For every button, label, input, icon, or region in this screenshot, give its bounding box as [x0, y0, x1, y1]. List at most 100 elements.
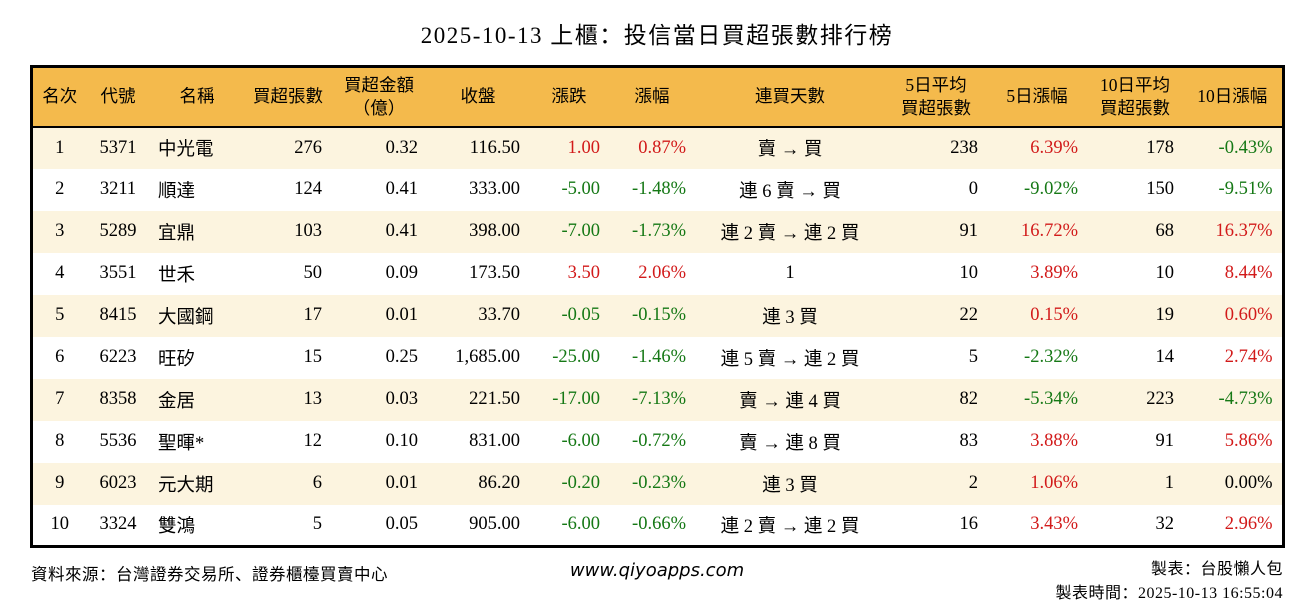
cell-pct5: 3.43% [1030, 514, 1078, 535]
website-url: www.qiyoapps.com [569, 560, 745, 581]
cell-rank: 5 [55, 305, 65, 325]
col-header-streak: 連買天數 [755, 86, 825, 107]
cell-change: -6.00 [561, 431, 600, 451]
col-header-rank: 名次 [42, 86, 78, 107]
cell-name: 旺矽 [158, 349, 196, 370]
cell-close: 86.20 [478, 473, 520, 493]
table-row: 4 3551 世禾 50 0.09 173.50 3.50 2.06% 1 10 3.89% 10 8.… [31, 253, 1283, 295]
cell-code: 5536 [99, 431, 137, 451]
cell-pct10: 16.37% [1215, 221, 1273, 241]
cell-net_buy: 5 [312, 514, 322, 535]
cell-close: 1,685.00 [455, 347, 520, 367]
cell-avg5: 16 [959, 514, 979, 535]
cell-pct5: 3.88% [1030, 431, 1078, 451]
cell-pct5: -9.02% [1024, 179, 1078, 199]
cell-net_buy: 17 [303, 305, 323, 325]
cell-change: -5.00 [561, 179, 600, 199]
table-row: 10 3324 雙鴻 5 0.05 905.00 -6.00 -0.66% 連 2 賣 → 連 … [31, 505, 1283, 547]
cell-change: -17.00 [552, 389, 600, 409]
cell-avg10: 150 [1146, 179, 1174, 199]
cell-net_buy: 276 [294, 137, 322, 158]
footer: 資料來源：台灣證券交易所、證券櫃檯買賣中心 www.qiyoapps.com 製… [31, 558, 1283, 606]
cell-pct5: 6.39% [1030, 137, 1078, 158]
cell-code: 8358 [99, 389, 137, 409]
cell-amount: 0.41 [385, 221, 418, 241]
cell-streak: 賣 → 連 4 買 [739, 391, 841, 412]
cell-net_buy: 103 [294, 221, 322, 241]
cell-name: 世禾 [158, 265, 196, 286]
cell-avg5: 238 [950, 137, 978, 158]
cell-pct10: 2.96% [1224, 514, 1273, 535]
cell-avg10: 14 [1155, 347, 1175, 367]
cell-avg5: 82 [959, 389, 979, 409]
cell-close: 333.00 [469, 179, 520, 199]
cell-change: -0.20 [561, 473, 600, 493]
cell-avg10: 68 [1155, 221, 1175, 241]
col-header-pct5: 5日漲幅 [1006, 86, 1068, 107]
cell-avg10: 223 [1146, 389, 1174, 409]
cell-avg5: 91 [959, 221, 979, 241]
cell-pct: -1.48% [632, 179, 686, 199]
table-row: 1 5371 中光電 276 0.32 116.50 1.00 0.87% 賣 → 買 238 6.… [31, 126, 1283, 169]
cell-pct: -1.73% [632, 221, 686, 241]
table-header: 名次 代號 名稱 買超張數 買超金額 （億） 收盤 漲跌 漲幅 連買天數 5日平… [31, 66, 1283, 127]
cell-name: 聖暉* [158, 433, 205, 454]
cell-code: 3551 [99, 263, 137, 283]
cell-close: 398.00 [469, 221, 520, 241]
cell-pct5: -5.34% [1024, 389, 1078, 409]
cell-pct5: 0.15% [1030, 305, 1078, 325]
cell-amount: 0.09 [385, 263, 418, 283]
col-header-close: 收盤 [460, 86, 496, 107]
cell-amount: 0.03 [385, 389, 418, 409]
cell-streak: 連 2 賣 → 連 2 買 [720, 223, 860, 244]
table-row: 6 6223 旺矽 15 0.25 1,685.00 -25.00 -1.46% 連 5 賣 →… [31, 337, 1283, 379]
cell-net_buy: 12 [303, 431, 323, 451]
cell-name: 宜鼎 [158, 223, 196, 244]
cell-net_buy: 124 [294, 179, 322, 199]
cell-close: 116.50 [469, 137, 520, 158]
cell-code: 8415 [99, 305, 137, 325]
cell-name: 金居 [158, 391, 196, 412]
cell-pct: -0.72% [632, 431, 686, 451]
table-body: 1 5371 中光電 276 0.32 116.50 1.00 0.87% 賣 → 買 238 6.… [31, 126, 1283, 547]
cell-pct: 2.06% [638, 263, 686, 283]
cell-code: 5371 [99, 137, 137, 158]
cell-pct10: 5.86% [1224, 431, 1273, 451]
cell-pct10: 0.00% [1224, 473, 1273, 493]
table-row: 8 5536 聖暉* 12 0.10 831.00 -6.00 -0.72% 賣 → 連 8 買… [31, 421, 1283, 463]
cell-avg10: 1 [1164, 473, 1174, 493]
cell-code: 3211 [99, 179, 137, 199]
cell-change: -0.05 [561, 305, 600, 325]
cell-name: 元大期 [158, 475, 214, 496]
cell-pct5: 16.72% [1020, 221, 1078, 241]
table-row: 9 6023 元大期 6 0.01 86.20 -0.20 -0.23% 連 3 買 2 1.06%… [31, 462, 1283, 505]
cell-pct10: -9.51% [1218, 179, 1273, 199]
cell-rank: 2 [55, 179, 65, 199]
header-row: 名次 代號 名稱 買超張數 買超金額 （億） 收盤 漲跌 漲幅 連買天數 5日平… [31, 66, 1283, 127]
cell-rank: 7 [55, 389, 65, 409]
page-title: 2025-10-13 上櫃：投信當日買超張數排行榜 [420, 23, 894, 48]
cell-amount: 0.25 [385, 347, 418, 367]
table-row: 3 5289 宜鼎 103 0.41 398.00 -7.00 -1.73% 連 2 賣 → 連… [31, 210, 1283, 253]
cell-avg10: 19 [1155, 305, 1175, 325]
col-header-change: 漲跌 [551, 86, 587, 107]
cell-pct10: -0.43% [1218, 137, 1273, 158]
cell-close: 33.70 [478, 305, 520, 325]
cell-name: 大國鋼 [158, 307, 214, 328]
cell-avg10: 178 [1146, 137, 1174, 158]
cell-amount: 0.01 [385, 305, 418, 325]
cell-net_buy: 6 [312, 473, 322, 493]
cell-pct: -0.23% [632, 473, 686, 493]
cell-amount: 0.05 [385, 514, 418, 535]
cell-pct5: 3.89% [1030, 263, 1078, 283]
cell-pct5: 1.06% [1030, 473, 1078, 493]
cell-avg5: 2 [968, 473, 978, 493]
cell-name: 順達 [158, 181, 196, 202]
cell-net_buy: 13 [303, 389, 323, 409]
cell-streak: 連 2 賣 → 連 2 買 [720, 516, 860, 537]
col-header-avg5: 5日平均 買超張數 [901, 75, 971, 118]
cell-amount: 0.10 [385, 431, 418, 451]
cell-amount: 0.41 [385, 179, 418, 199]
cell-close: 173.50 [469, 263, 520, 283]
